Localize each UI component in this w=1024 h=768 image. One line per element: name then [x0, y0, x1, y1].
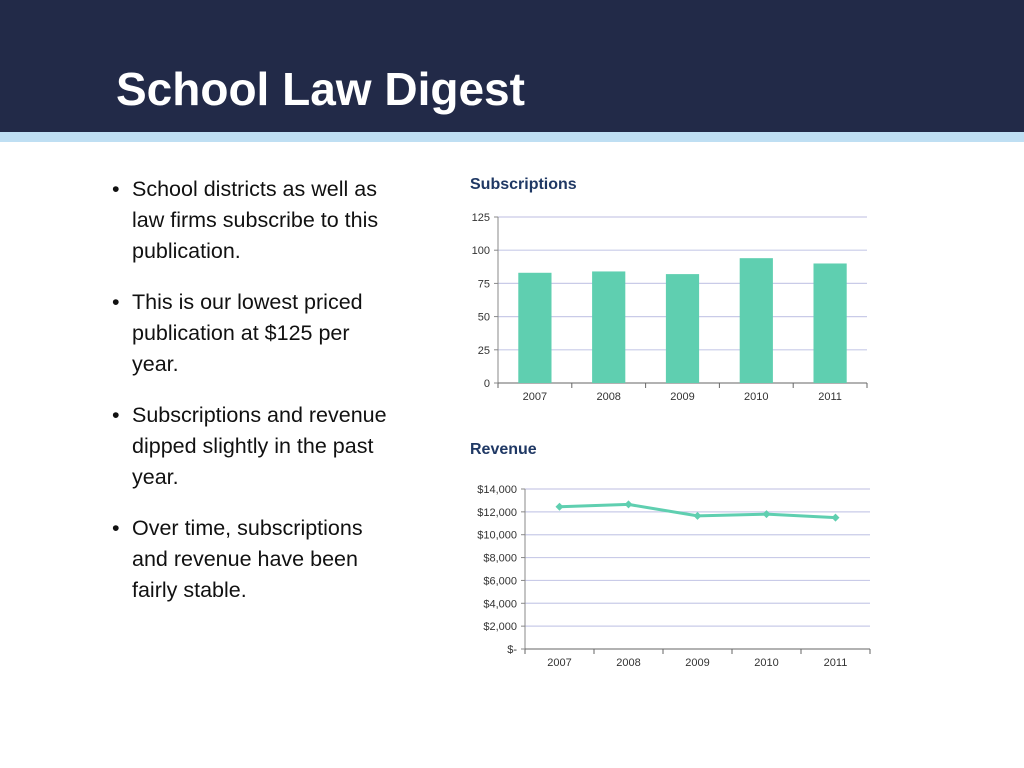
- y-tick-label: $2,000: [483, 621, 517, 633]
- y-tick-label: $-: [507, 644, 517, 656]
- data-point-marker: [762, 510, 771, 519]
- subscriptions-bar-chart: 0 25 50 75 100 125 2007 2008 2009 2010 2011: [472, 212, 868, 403]
- y-tick-label: 100: [472, 245, 490, 257]
- data-point-marker: [624, 500, 633, 509]
- bullet-item: Over time, subscriptions and revenue hav…: [112, 513, 387, 606]
- y-tick-label: $4,000: [483, 598, 517, 610]
- bullet-list: School districts as well as law firms su…: [112, 174, 387, 626]
- x-tick-label: 2009: [670, 391, 694, 403]
- x-tick-label: 2008: [616, 657, 640, 669]
- x-tick-label: 2011: [818, 391, 842, 403]
- y-tick-label: $6,000: [483, 575, 517, 587]
- bullet-item: This is our lowest priced publication at…: [112, 287, 387, 380]
- bullet-item: Subscriptions and revenue dipped slightl…: [112, 400, 387, 493]
- x-tick-label: 2007: [547, 657, 571, 669]
- subscriptions-chart-title: Subscriptions: [470, 176, 577, 193]
- data-point-marker: [693, 511, 702, 520]
- data-point-marker: [831, 513, 840, 522]
- slide-title: School Law Digest: [116, 63, 525, 115]
- y-tick-label: 125: [472, 212, 490, 224]
- y-tick-label: 0: [484, 378, 490, 390]
- revenue-line-chart: $- $2,000 $4,000 $6,000 $8,000 $10,000 $12,000…: [477, 484, 871, 669]
- y-tick-label: $10,000: [477, 530, 517, 542]
- bar: [665, 274, 700, 383]
- bar: [518, 272, 552, 383]
- x-tick-label: 2010: [744, 391, 768, 403]
- y-tick-label: $14,000: [477, 484, 517, 496]
- bar: [813, 263, 847, 383]
- y-tick-label: 25: [478, 345, 490, 357]
- data-point-marker: [555, 502, 564, 511]
- x-tick-label: 2010: [754, 657, 778, 669]
- y-tick-label: $12,000: [477, 507, 517, 519]
- y-tick-label: 50: [478, 312, 490, 324]
- title-banner: [0, 0, 1024, 132]
- x-tick-label: 2011: [824, 657, 848, 669]
- revenue-chart-title: Revenue: [470, 441, 537, 458]
- bar: [592, 271, 626, 383]
- banner-stripe: [0, 132, 1024, 142]
- x-tick-label: 2008: [596, 391, 620, 403]
- x-tick-label: 2009: [685, 657, 709, 669]
- bullet-item: School districts as well as law firms su…: [112, 174, 387, 267]
- bar: [739, 258, 773, 383]
- y-tick-label: $8,000: [483, 553, 517, 565]
- x-tick-label: 2007: [523, 391, 547, 403]
- y-tick-label: 75: [478, 278, 490, 290]
